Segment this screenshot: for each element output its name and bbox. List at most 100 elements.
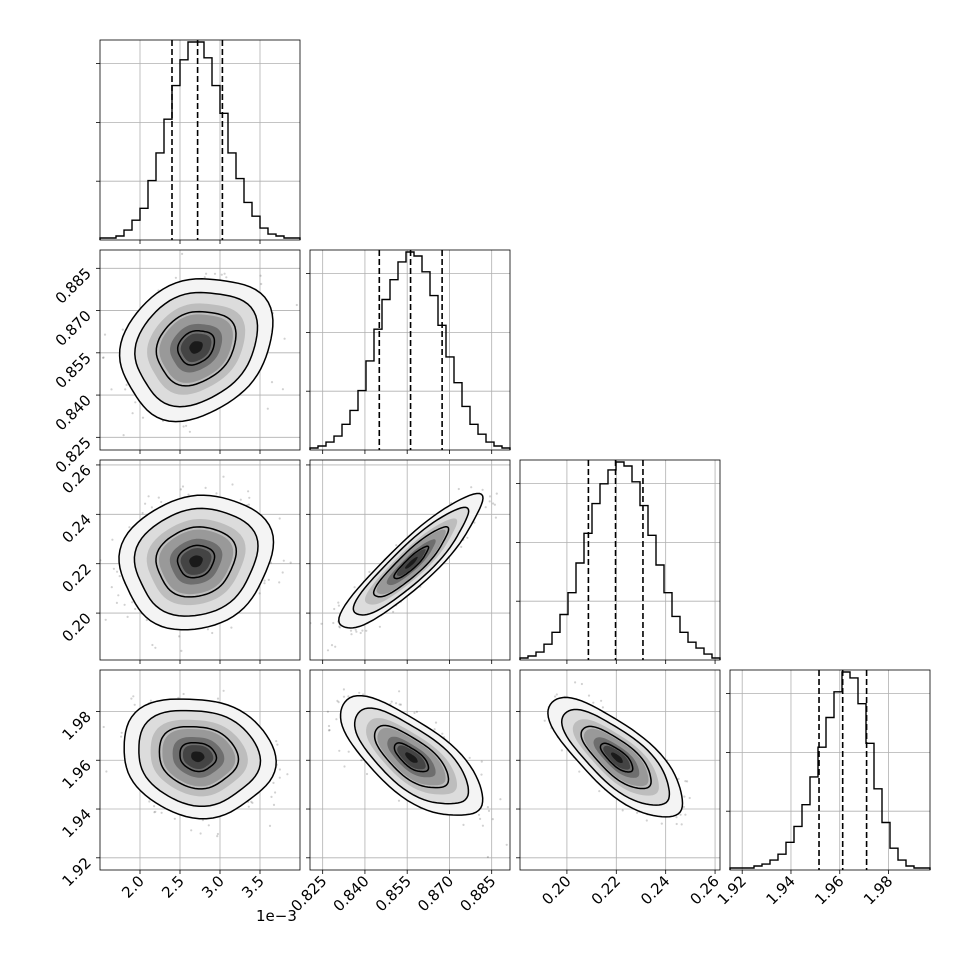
sample-point bbox=[481, 488, 484, 491]
sample-point bbox=[360, 759, 363, 762]
sample-point bbox=[392, 610, 395, 613]
sample-point bbox=[102, 725, 105, 729]
panel-frame bbox=[99, 459, 301, 661]
sample-point bbox=[338, 749, 341, 752]
sample-point bbox=[251, 801, 254, 805]
sample-point bbox=[337, 604, 340, 607]
sample-point bbox=[270, 795, 273, 799]
sample-point bbox=[684, 813, 687, 816]
sample-point bbox=[600, 699, 603, 702]
sample-point bbox=[338, 625, 341, 628]
sample-point bbox=[492, 502, 495, 505]
sample-point bbox=[205, 272, 208, 275]
density-fill bbox=[189, 555, 203, 568]
sample-point bbox=[413, 711, 416, 715]
sample-point bbox=[208, 667, 210, 669]
contour-line bbox=[338, 492, 484, 629]
sample-point bbox=[282, 559, 285, 562]
sample-point bbox=[480, 773, 483, 776]
sample-point bbox=[247, 503, 250, 506]
sample-point bbox=[120, 735, 123, 738]
sample-point bbox=[270, 381, 274, 384]
sample-point bbox=[295, 303, 298, 307]
contour-line bbox=[393, 742, 430, 773]
x-tick-label: 0.840 bbox=[330, 872, 373, 915]
sample-point bbox=[147, 495, 150, 498]
scatter-panel-3-1: 0.825 0.840 0.855 0.870 0.885 bbox=[287, 669, 511, 915]
x-tick-label: 1.98 bbox=[860, 872, 896, 908]
sample-point bbox=[278, 776, 281, 779]
density-fill bbox=[405, 752, 418, 763]
x-tick-label: 0.870 bbox=[414, 872, 457, 915]
sample-point bbox=[342, 695, 346, 698]
sample-point bbox=[365, 629, 368, 632]
x-tick-label: 1.96 bbox=[811, 872, 847, 908]
sample-point bbox=[154, 646, 157, 649]
sample-point bbox=[499, 798, 502, 801]
sample-point bbox=[493, 503, 496, 506]
sample-point bbox=[231, 483, 234, 486]
sample-point bbox=[276, 743, 279, 746]
density-fill bbox=[191, 751, 205, 763]
y-tick-label: 0.855 bbox=[52, 349, 95, 392]
y-tick-label: 0.20 bbox=[58, 609, 94, 645]
sample-point bbox=[250, 800, 253, 803]
sample-point bbox=[466, 536, 469, 539]
sample-point bbox=[263, 582, 266, 585]
panel-frame bbox=[309, 669, 511, 871]
sample-point bbox=[601, 706, 605, 709]
y-tick-label: 0.24 bbox=[58, 510, 94, 546]
sample-point bbox=[495, 492, 498, 495]
sample-point bbox=[480, 760, 483, 763]
histogram-panel-1 bbox=[306, 249, 511, 454]
density-layer bbox=[310, 486, 498, 652]
sample-point bbox=[434, 721, 438, 724]
sample-point bbox=[272, 781, 275, 785]
sample-point bbox=[337, 701, 340, 704]
sample-point bbox=[320, 622, 323, 625]
sample-point bbox=[190, 829, 193, 832]
sample-point bbox=[395, 702, 398, 705]
sample-point bbox=[679, 813, 682, 816]
sample-point bbox=[580, 682, 584, 686]
sample-point bbox=[281, 388, 284, 391]
sample-point bbox=[160, 500, 163, 504]
sample-point bbox=[263, 579, 266, 582]
sample-point bbox=[361, 629, 364, 632]
sample-point bbox=[598, 790, 601, 793]
sample-point bbox=[180, 649, 183, 653]
sample-point bbox=[122, 434, 125, 437]
y-tick-label: 0.22 bbox=[58, 560, 94, 596]
histogram-step-line bbox=[99, 41, 301, 240]
sample-point bbox=[247, 490, 250, 493]
sample-point bbox=[206, 628, 209, 631]
contour-line bbox=[547, 696, 684, 818]
sample-point bbox=[125, 383, 128, 386]
y-tick-label: 1.94 bbox=[58, 805, 94, 841]
sample-point bbox=[359, 631, 362, 635]
sample-point bbox=[123, 603, 126, 606]
contour-line bbox=[134, 291, 259, 408]
sample-point bbox=[326, 710, 329, 713]
panel-frame bbox=[729, 669, 931, 871]
sample-point bbox=[334, 645, 337, 648]
sample-point bbox=[149, 699, 152, 702]
sample-point bbox=[239, 498, 242, 501]
panel-frame bbox=[309, 459, 511, 661]
sample-point bbox=[347, 750, 350, 753]
sample-point bbox=[131, 601, 134, 604]
sample-point bbox=[327, 729, 331, 732]
sample-point bbox=[278, 768, 281, 771]
sample-point bbox=[148, 800, 151, 803]
sample-point bbox=[326, 649, 330, 652]
sample-point bbox=[621, 809, 624, 812]
contour-line bbox=[118, 278, 274, 423]
sample-point bbox=[684, 780, 687, 783]
sample-point bbox=[110, 586, 113, 589]
sample-point bbox=[543, 719, 546, 722]
sample-point bbox=[84, 333, 86, 335]
sample-point bbox=[150, 506, 153, 509]
sample-point bbox=[362, 693, 365, 696]
